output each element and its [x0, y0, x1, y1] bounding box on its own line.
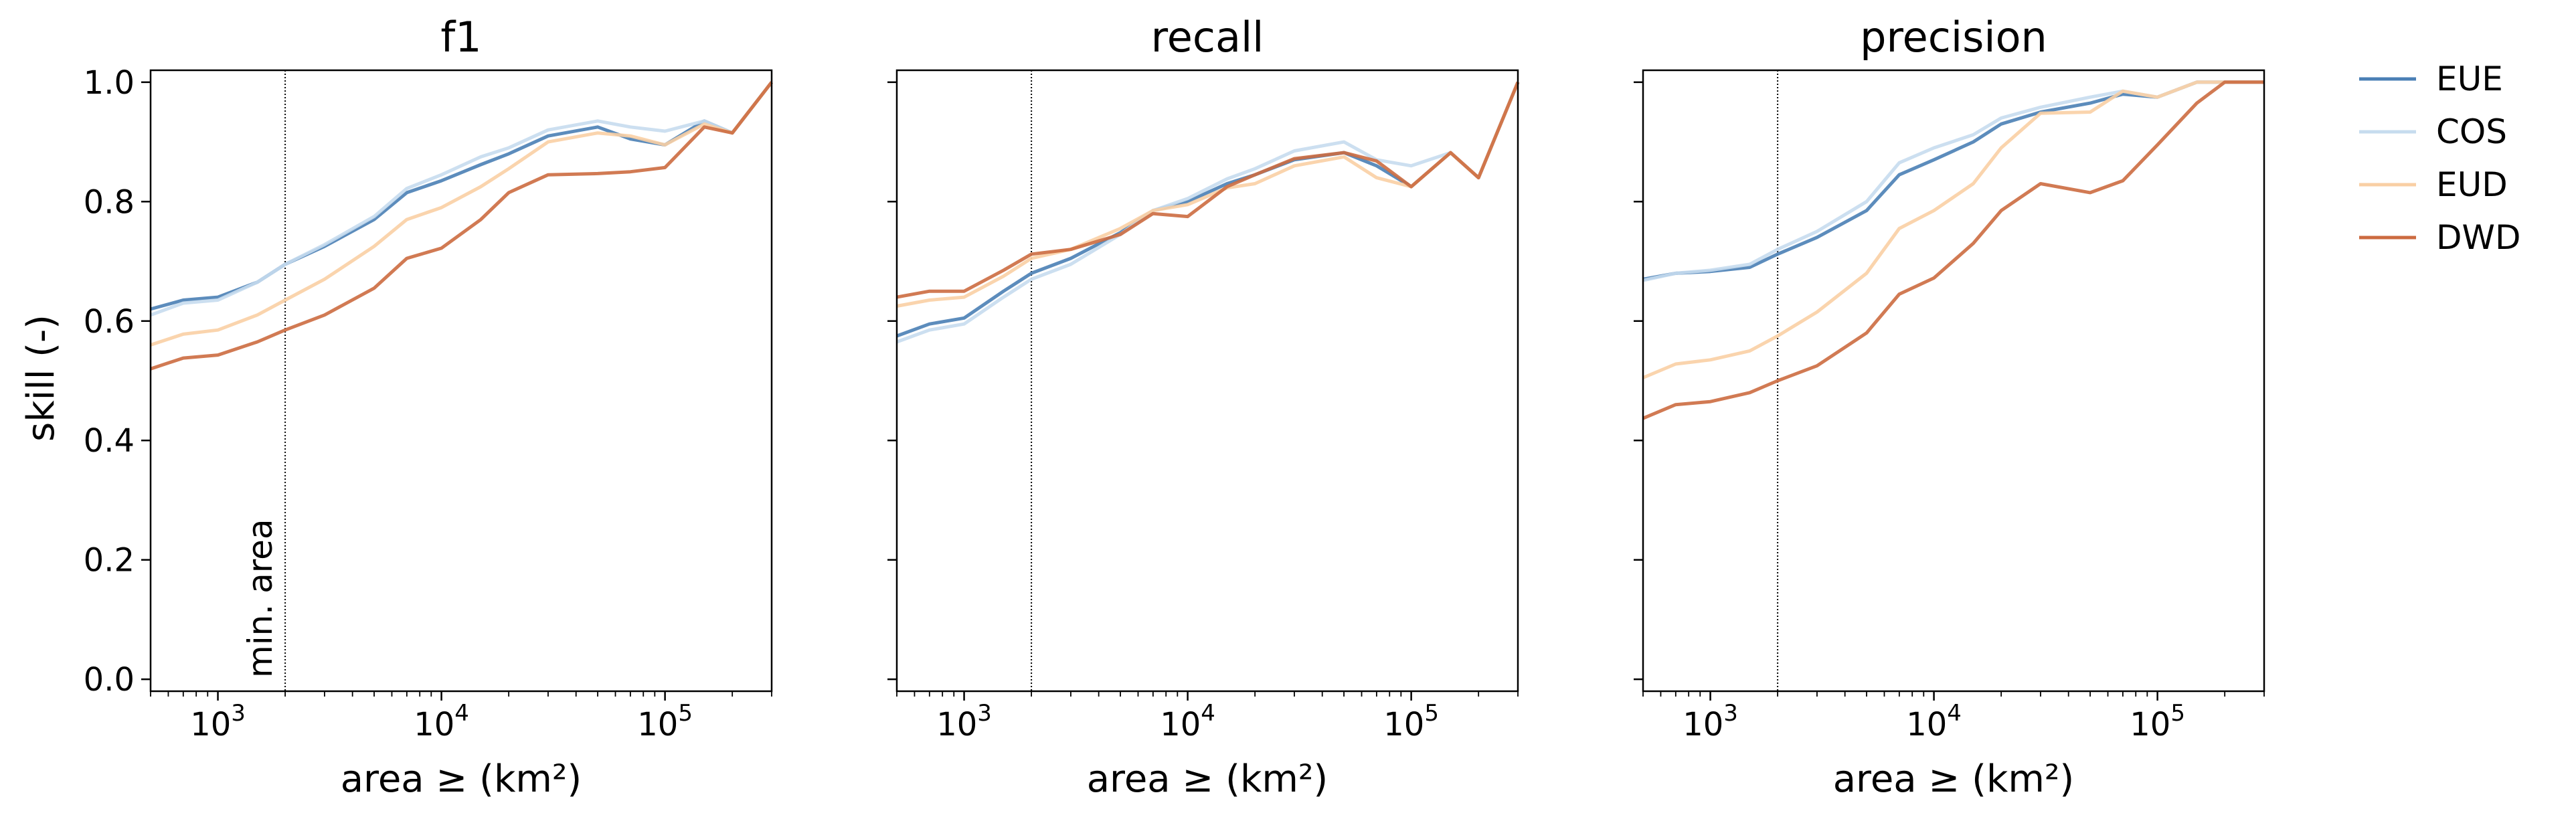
series-line-EUE	[1642, 80, 2264, 281]
x-tick-label: 103	[190, 700, 246, 743]
y-tick-label: 1.0	[84, 64, 135, 102]
legend-entry-EUE: EUE	[2359, 60, 2503, 98]
x-tick-label: 104	[1160, 700, 1215, 743]
panel-title: precision	[1860, 13, 2047, 62]
series-line-EUD	[150, 81, 773, 347]
axes-frame	[895, 69, 1519, 693]
series-line-DWD	[1642, 80, 2264, 420]
series-line-COS	[896, 81, 1520, 344]
y-tick-label: 0.8	[84, 183, 135, 221]
panels: f1 min. area 0.0 0.2 0.4 0.6 0.8 1.0 103 104 105 ar…	[84, 13, 2265, 801]
series-line-EUE	[896, 81, 1520, 338]
series-line-DWD	[896, 81, 1520, 299]
panel-title: recall	[1151, 13, 1264, 62]
series-line-COS	[1642, 80, 2264, 282]
y-tick-label: 0.6	[84, 303, 135, 341]
legend-entry-COS: COS	[2359, 112, 2507, 151]
legend-label: DWD	[2436, 218, 2520, 257]
series-line-COS	[150, 81, 773, 317]
chart-panel-f1: f1 min. area 0.0 0.2 0.4 0.6 0.8 1.0 103 104 105 ar…	[84, 13, 773, 801]
x-tick-label: 105	[2130, 700, 2185, 743]
y-tick-label: 0.0	[84, 661, 135, 699]
series-line-EUD	[1642, 80, 2264, 379]
y-tick-label: 0.2	[84, 542, 135, 579]
x-axis-label: area ≥ (km²)	[341, 757, 582, 801]
min-area-annotation: min. area	[241, 519, 280, 678]
legend-label: EUD	[2436, 165, 2508, 204]
series-line-DWD	[150, 81, 773, 371]
x-tick-label: 103	[936, 700, 992, 743]
x-tick-label: 105	[637, 700, 693, 743]
legend: EUE COS EUD DWD	[2359, 60, 2520, 257]
chart-panel-precision: precision 103 104 105 area ≥ (km²)	[1634, 13, 2265, 801]
x-tick-label: 103	[1683, 700, 1738, 743]
x-tick-label: 104	[1906, 700, 1962, 743]
legend-label: COS	[2436, 112, 2507, 151]
x-axis-label: area ≥ (km²)	[1833, 757, 2075, 801]
x-tick-label: 105	[1383, 700, 1439, 743]
chart-panel-recall: recall 103 104 105 area ≥ (km²)	[887, 13, 1520, 801]
panel-title: f1	[440, 13, 481, 62]
x-tick-label: 104	[414, 700, 469, 743]
legend-label: EUE	[2436, 60, 2503, 98]
axes-frame	[1642, 69, 2265, 693]
y-tick-label: 0.4	[84, 422, 135, 460]
axes-frame	[149, 69, 773, 693]
x-axis-label: area ≥ (km²)	[1087, 757, 1328, 801]
y-axis-label: skill (-)	[19, 314, 63, 442]
legend-entry-EUD: EUD	[2359, 165, 2508, 204]
legend-entry-DWD: DWD	[2359, 218, 2520, 257]
